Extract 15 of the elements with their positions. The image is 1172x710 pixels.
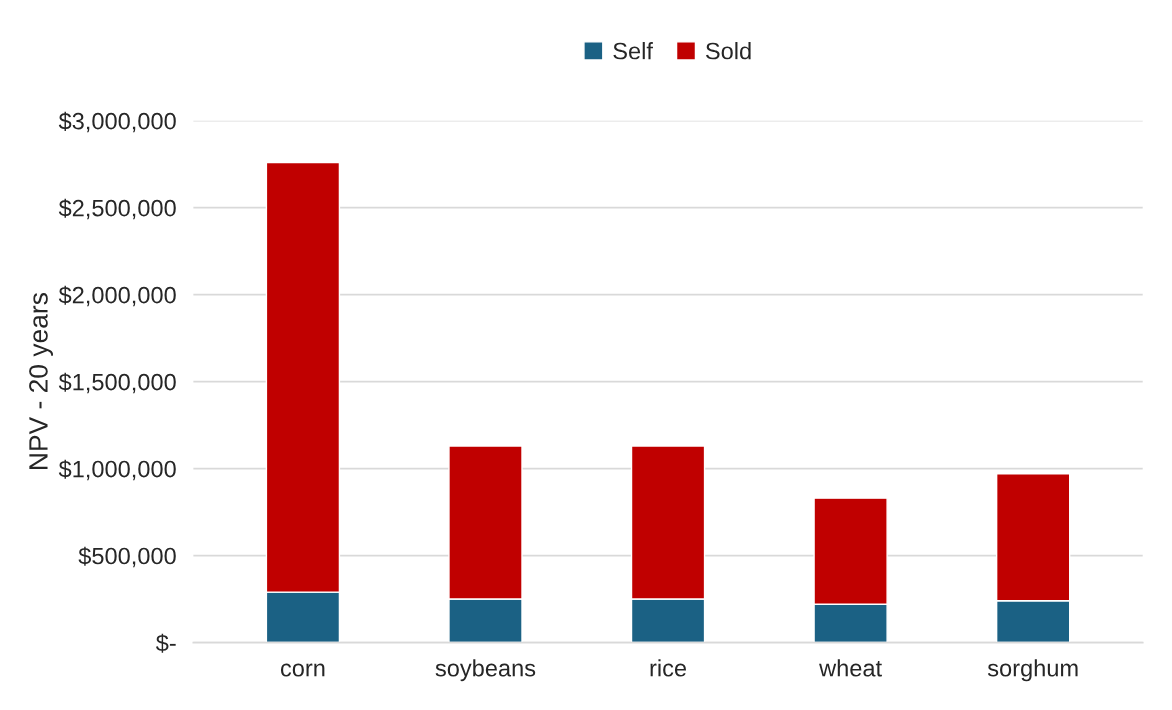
x-tick-label: wheat: [819, 659, 882, 677]
y-tick-label: $500,000: [78, 546, 176, 568]
legend-label: Sold: [705, 42, 751, 60]
x-tick-label: sorghum: [987, 659, 1078, 682]
y-tick-label: $2,500,000: [58, 198, 176, 220]
legend-label: Self: [613, 42, 653, 60]
x-tick-label: rice: [650, 659, 687, 677]
x-tick-label: soybeans: [435, 659, 536, 682]
y-tick-label: $1,500,000: [58, 372, 176, 394]
y-tick-label: $2,000,000: [58, 285, 176, 307]
x-tick-label: corn: [280, 663, 325, 677]
y-axis-title: NPV - 20 years: [29, 293, 53, 469]
y-tick-label: $-: [155, 633, 176, 653]
y-tick-label: $1,000,000: [58, 459, 176, 481]
y-tick-label: $3,000,000: [58, 111, 176, 133]
